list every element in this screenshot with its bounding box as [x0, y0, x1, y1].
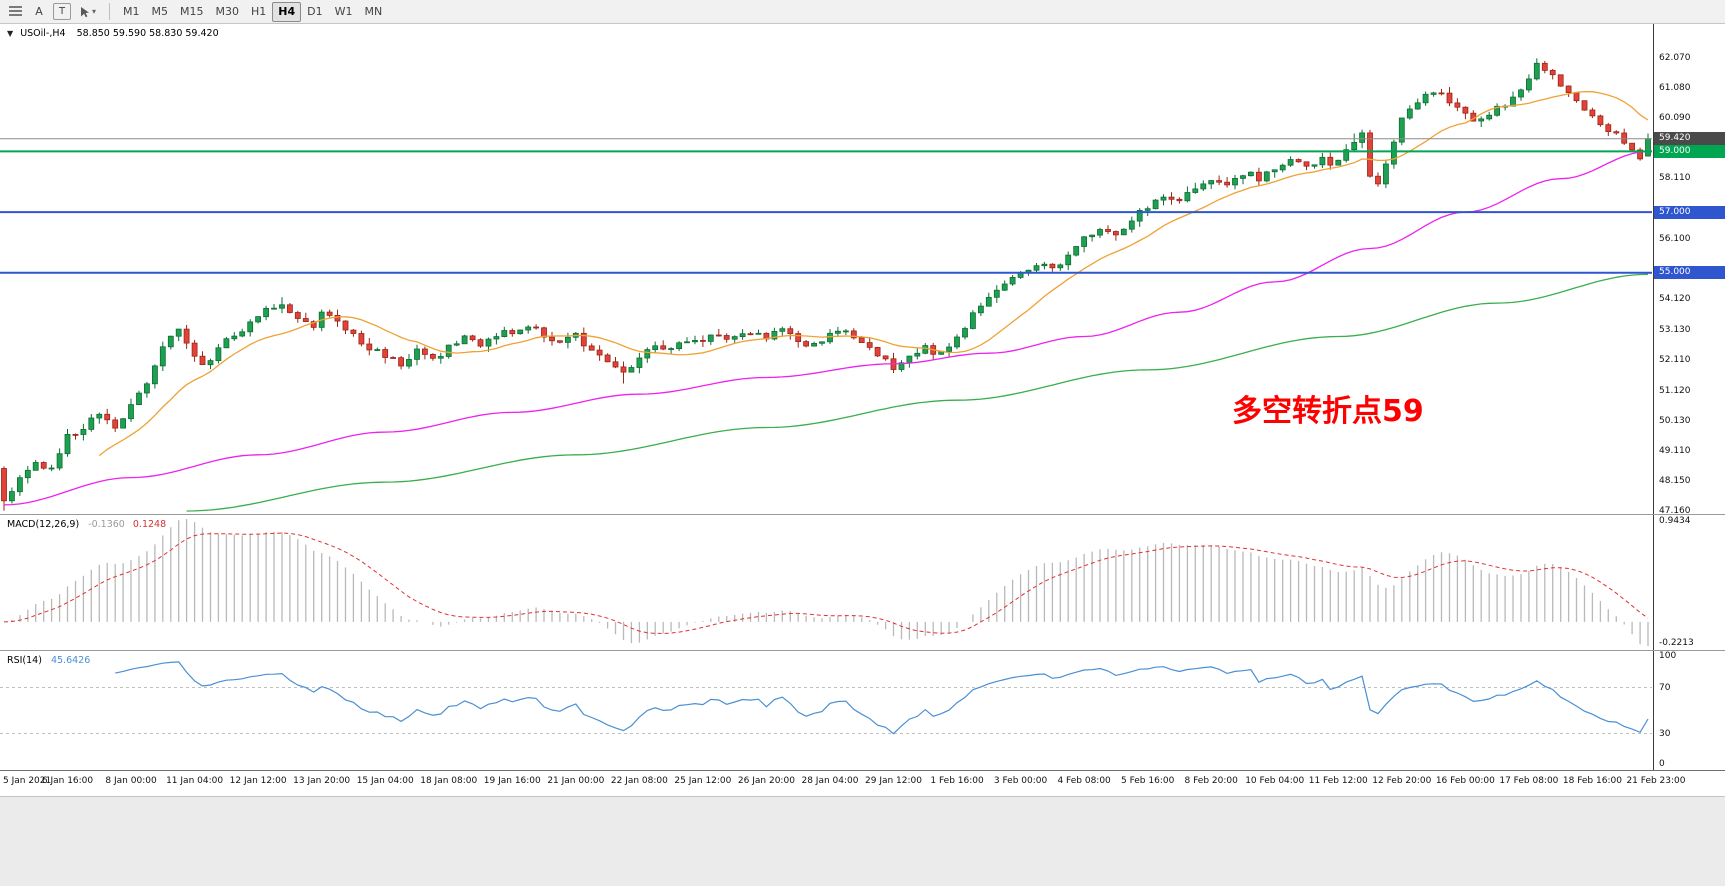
macd-panel: MACD(12,26,9) -0.1360 0.1248 0.9434 -0.22…	[0, 514, 1725, 650]
time-label: 17 Feb 08:00	[1499, 776, 1559, 786]
price-tick: 50.130	[1659, 415, 1691, 426]
price-badge-55.000: 55.000	[1654, 266, 1725, 280]
time-label: 21 Feb 23:00	[1626, 776, 1686, 786]
timeframe-M1[interactable]: M1	[117, 2, 146, 22]
rsi-axis-tick: 0	[1659, 759, 1665, 769]
macd-axis-tick: 0.9434	[1659, 516, 1691, 526]
rsi-chart[interactable]	[0, 651, 1652, 770]
price-axis[interactable]: 62.070 61.080 60.090 58.110 56.100 54.120 53.1…	[1653, 24, 1725, 516]
price-tick: 47.160	[1659, 505, 1691, 516]
toolbar-separator	[109, 3, 111, 20]
time-label: 3 Feb 00:00	[993, 776, 1048, 786]
price-tick: 61.080	[1659, 83, 1691, 94]
timeframe-H4[interactable]: H4	[272, 1, 302, 22]
time-label: 25 Jan 12:00	[674, 776, 732, 786]
symbol-name: USOil-,H4	[20, 28, 66, 39]
macd-main-value: -0.1360	[88, 519, 125, 530]
rsi-axis-tick: 70	[1659, 682, 1671, 693]
chart-annotation: 多空转折点59	[1232, 394, 1424, 429]
time-label: 26 Jan 20:00	[737, 776, 795, 786]
time-label: 28 Jan 04:00	[801, 776, 859, 786]
time-label: 4 Feb 08:00	[1057, 776, 1111, 786]
price-chart[interactable]	[0, 24, 1652, 514]
time-label: 18 Jan 08:00	[420, 776, 478, 786]
price-tick: 54.120	[1659, 294, 1691, 305]
charts-menu-button[interactable]	[3, 2, 28, 22]
rsi-value: 45.6426	[50, 655, 91, 666]
timeframe-M15[interactable]: M15	[174, 2, 210, 22]
macd-chart[interactable]	[0, 515, 1652, 650]
timeframe-D1[interactable]: D1	[301, 2, 328, 22]
price-tick: 53.130	[1659, 324, 1691, 335]
text-tool-button[interactable]: T	[53, 3, 71, 20]
price-tick: 58.110	[1659, 173, 1691, 184]
price-tick: 51.120	[1659, 385, 1691, 396]
rsi-label: RSI(14) 45.6426	[7, 655, 90, 666]
price-badge-59.000: 59.000	[1654, 144, 1725, 158]
time-label: 6 Jan 16:00	[41, 776, 94, 786]
time-axis[interactable]: 5 Jan 2021 6 Jan 16:00 8 Jan 00:00 11 Jan 0…	[0, 770, 1725, 796]
time-label: 19 Jan 16:00	[483, 776, 541, 786]
time-label: 11 Jan 04:00	[166, 776, 224, 786]
time-label: 29 Jan 12:00	[865, 776, 922, 786]
timeframe-H1[interactable]: H1	[245, 2, 272, 22]
price-tick: 49.110	[1659, 446, 1691, 457]
time-label: 22 Jan 08:00	[610, 776, 668, 786]
time-label: 8 Jan 00:00	[105, 776, 157, 786]
macd-signal-value: 0.1248	[132, 519, 167, 530]
time-label: 5 Feb 16:00	[1120, 776, 1175, 786]
time-label: 15 Jan 04:00	[356, 776, 414, 786]
time-label: 12 Feb 20:00	[1372, 776, 1432, 786]
time-label: 10 Feb 04:00	[1245, 776, 1305, 786]
time-label: 5 Jan 2021	[3, 776, 52, 786]
arrow-tool-button[interactable]: A	[28, 2, 50, 22]
timeframe-W1[interactable]: W1	[329, 2, 359, 22]
timeframe-buttons: M1 M5 M15 M30 H1 H4 D1 W1 MN	[117, 1, 389, 22]
macd-name: MACD(12,26,9)	[7, 519, 80, 530]
cursor-arrow-icon	[81, 6, 89, 17]
time-label: 21 Jan 00:00	[547, 776, 605, 786]
time-label: 18 Feb 16:00	[1562, 776, 1622, 786]
price-tick: 52.110	[1659, 355, 1691, 366]
price-tick: 48.150	[1659, 475, 1691, 486]
price-badge-57.000: 57.000	[1654, 205, 1725, 219]
chart-symbol-label: ▼ USOil-,H4 58.850 59.590 58.830 59.420	[7, 28, 219, 39]
rsi-axis-tick: 100	[1659, 651, 1677, 661]
price-tick: 62.070	[1659, 53, 1691, 64]
timeframe-MN[interactable]: MN	[359, 2, 389, 22]
window-footer	[0, 796, 1725, 886]
macd-label: MACD(12,26,9) -0.1360 0.1248	[7, 519, 166, 530]
timeframe-M5[interactable]: M5	[146, 2, 175, 22]
dropdown-caret-icon: ▾	[92, 7, 97, 16]
rsi-name: RSI(14)	[7, 655, 42, 666]
one-click-trading-toggle[interactable]: ▼	[7, 29, 14, 38]
macd-axis-tick: -0.2213	[1659, 638, 1694, 648]
main-chart-panel: ▼ USOil-,H4 58.850 59.590 58.830 59.420 …	[0, 24, 1725, 516]
time-label: 13 Jan 20:00	[293, 776, 351, 786]
hamburger-icon	[9, 6, 22, 17]
rsi-panel: RSI(14) 45.6426 100 70 30 0	[0, 650, 1725, 770]
price-badge-59.420: 59.420	[1654, 132, 1725, 146]
timeframe-M30[interactable]: M30	[210, 2, 246, 22]
time-label: 12 Jan 12:00	[229, 776, 287, 786]
macd-axis[interactable]: 0.9434 -0.2213	[1653, 515, 1725, 650]
symbol-ohlc: 58.850 59.590 58.830 59.420	[76, 28, 219, 39]
time-label: 16 Feb 00:00	[1435, 776, 1495, 786]
rsi-axis[interactable]: 100 70 30 0	[1653, 651, 1725, 770]
price-tick: 60.090	[1659, 113, 1691, 124]
time-label: 1 Feb 16:00	[930, 776, 984, 786]
time-label: 8 Feb 20:00	[1184, 776, 1238, 786]
price-tick: 56.100	[1659, 234, 1691, 245]
toolbar: A T ▾ M1 M5 M15 M30 H1 H4 D1 W1 MN	[0, 0, 1725, 24]
rsi-axis-tick: 30	[1659, 728, 1671, 739]
time-label: 11 Feb 12:00	[1308, 776, 1368, 786]
cursor-tool-button[interactable]: ▾	[74, 2, 102, 22]
